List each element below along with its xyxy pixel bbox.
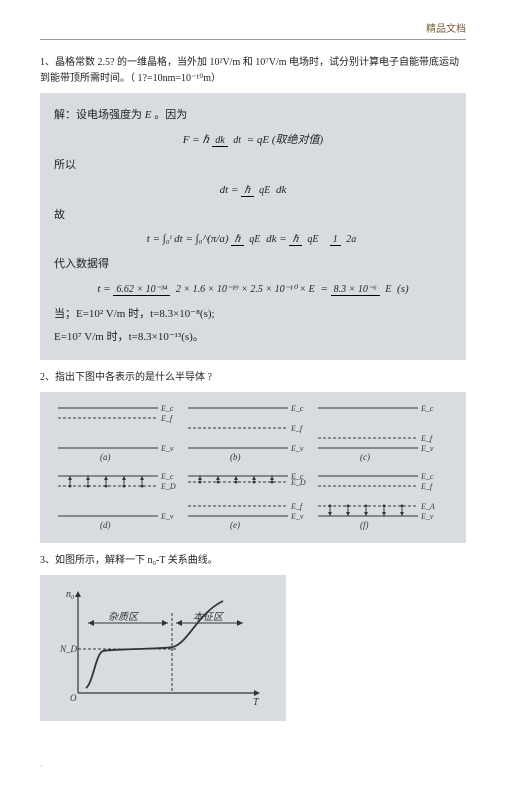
svg-text:(c): (c) xyxy=(360,452,370,462)
p1-prefix: 1、晶格常数 2.5? 的一维晶格，当外加 xyxy=(40,57,207,68)
svg-text:E_v: E_v xyxy=(290,512,304,521)
svg-text:E_D: E_D xyxy=(160,482,176,491)
svg-text:(a): (a) xyxy=(100,452,111,462)
svg-text:O: O xyxy=(70,693,77,703)
sol1-line3: 故 xyxy=(54,205,452,226)
solution-1-box: 解：设电场强度为 E 。因为 F = ℏ dk dt = qE (取绝对值) 所… xyxy=(40,93,466,360)
svg-text:E_v: E_v xyxy=(420,444,434,453)
diagram-3-box: n₀ T O N_D 杂质区 本征区 xyxy=(40,575,286,721)
svg-text:E_c: E_c xyxy=(420,404,434,413)
sol1-eq2: dt = ℏ qE dk xyxy=(54,180,452,201)
page-container: 精品文档 1、晶格常数 2.5? 的一维晶格，当外加 10²V/m 和 10⁷V… xyxy=(0,0,506,791)
svg-text:E_v: E_v xyxy=(160,512,174,521)
svg-text:E_c: E_c xyxy=(290,404,304,413)
svg-text:(b): (b) xyxy=(230,452,241,462)
footer-dot: · xyxy=(40,761,466,771)
svg-text:E_f: E_f xyxy=(420,434,434,443)
problem-2-text: 2、指出下图中各表示的是什么半导体 ? xyxy=(40,370,466,386)
svg-text:(d): (d) xyxy=(100,520,111,530)
svg-text:E_D: E_D xyxy=(290,478,306,487)
svg-text:E_v: E_v xyxy=(160,444,174,453)
svg-text:E_f: E_f xyxy=(290,424,304,433)
svg-text:E_v: E_v xyxy=(420,512,434,521)
problem-3-text: 3、如图所示，解释一下 n₀-T 关系曲线。 xyxy=(40,553,466,569)
sol1-eq3: t = ∫₀ᵗ dt = ∫₀^(π/a) ℏ qE dk = ℏ qE 1 2… xyxy=(54,229,452,250)
svg-text:杂质区: 杂质区 xyxy=(108,611,140,623)
svg-text:T: T xyxy=(253,697,260,708)
p1-field1: 10²V/m xyxy=(209,57,240,68)
n0-T-curve-svg: n₀ T O N_D 杂质区 本征区 xyxy=(48,583,273,713)
p1-mid: 和 10⁷V/m xyxy=(243,57,287,68)
svg-text:E_c: E_c xyxy=(160,404,174,413)
sol1-eq4: t = 6.62 × 10⁻³⁴ 2 × 1.6 × 10⁻¹⁹ × 2.5 ×… xyxy=(54,279,452,300)
sol1-line1: 解：设电场强度为 E 。因为 xyxy=(54,105,452,126)
svg-text:E_A: E_A xyxy=(420,502,435,511)
header-label: 精品文档 xyxy=(426,24,466,35)
sol1-line5: 当；E=10² V/m 时，t=8.3×10⁻⁸(s); xyxy=(54,304,452,325)
svg-text:n₀: n₀ xyxy=(66,589,75,600)
svg-text:E_c: E_c xyxy=(420,472,434,481)
svg-text:N_D: N_D xyxy=(59,644,78,654)
svg-text:E_v: E_v xyxy=(290,444,304,453)
svg-text:E_c: E_c xyxy=(160,472,174,481)
sol1-line6: E=10⁷ V/m 时，t=8.3×10⁻¹³(s)。 xyxy=(54,327,452,348)
band-diagram-svg: E_cE_fE_v(a)E_cE_fE_v(b)E_cE_fE_v(c)E_cE… xyxy=(48,400,438,535)
page-header: 精品文档 xyxy=(40,20,466,40)
svg-text:(e): (e) xyxy=(230,520,240,530)
frac-dk-dt: dk dt xyxy=(212,135,244,146)
sol1-eq1: F = ℏ dk dt = qE (取绝对值) xyxy=(54,130,452,151)
sol1-line2: 所以 xyxy=(54,155,452,176)
svg-text:本征区: 本征区 xyxy=(193,611,225,623)
problem-1-text: 1、晶格常数 2.5? 的一维晶格，当外加 10²V/m 和 10⁷V/m 电场… xyxy=(40,55,466,87)
svg-text:E_f: E_f xyxy=(420,482,434,491)
sol1-line4: 代入数据得 xyxy=(54,254,452,275)
svg-text:E_f: E_f xyxy=(160,414,174,423)
diagram-2-box: E_cE_fE_v(a)E_cE_fE_v(b)E_cE_fE_v(c)E_cE… xyxy=(40,392,466,543)
svg-text:E_f: E_f xyxy=(290,502,304,511)
svg-text:(f): (f) xyxy=(360,520,369,530)
